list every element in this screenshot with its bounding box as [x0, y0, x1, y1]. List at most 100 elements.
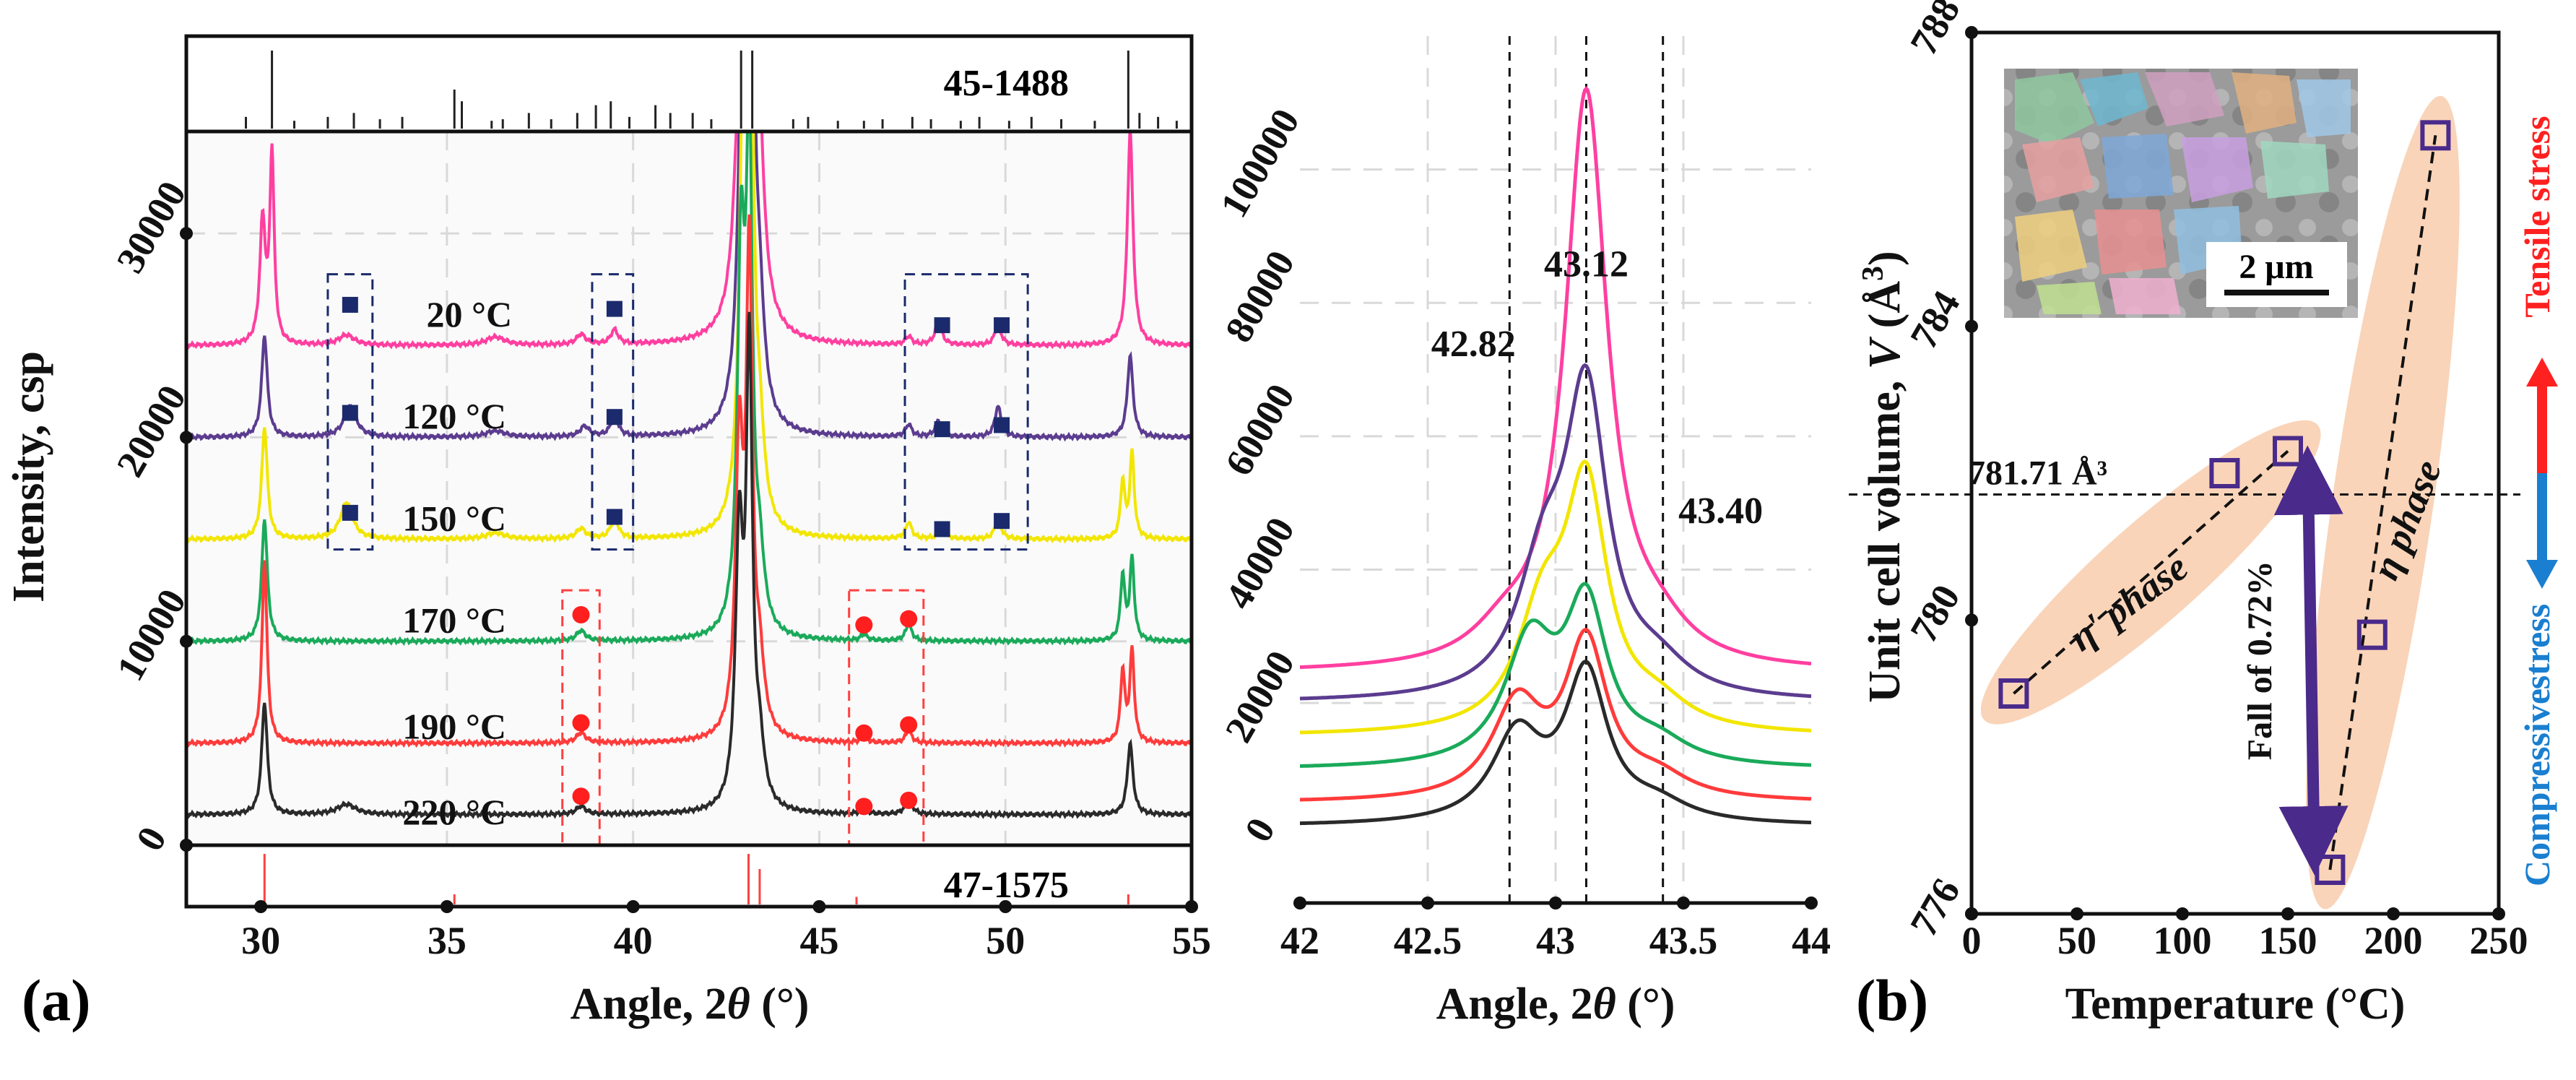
x-tick-dot [999, 900, 1012, 913]
temperature-label: 150 °C [402, 498, 506, 538]
x-tick-label: 42.5 [1394, 919, 1462, 962]
fall-arrow-label: Fall of 0.72% [2241, 561, 2279, 760]
phase-dot-marker [572, 606, 590, 624]
temperature-label: 170 °C [402, 600, 506, 640]
x-tick-label: 50 [2057, 919, 2096, 962]
x-tick-label: 100 [2154, 919, 2212, 962]
x-tick-dot [440, 900, 454, 913]
x-tick-label: 250 [2470, 919, 2528, 962]
dashed-box [326, 273, 374, 551]
x-tick-label: 30 [241, 919, 280, 962]
sem-inset-image: 2 μm [2004, 69, 2358, 318]
fall-arrow: Fall of 0.72% [2241, 445, 2349, 876]
volume-point [1998, 678, 2029, 709]
x-tick-dot [812, 900, 826, 913]
markers-a [342, 296, 1010, 816]
series-line-170C [186, 131, 1192, 647]
y-tick-label: 100000 [1212, 101, 1308, 224]
fall-arrow-line [2273, 445, 2349, 876]
y-tick-label: 788 [1901, 0, 1968, 62]
y-tick-label: 780 [1901, 577, 1968, 649]
zoom-series-line [1300, 363, 1811, 701]
phase-square-marker [342, 504, 358, 521]
series-line-20C [186, 131, 1192, 350]
peak-annotation: 42.82 [1431, 324, 1516, 365]
phase-square-marker [994, 513, 1010, 530]
phase-dot-marker [855, 798, 873, 816]
phase-square-marker [606, 509, 623, 525]
phase-dot-marker [855, 724, 873, 742]
phase-square-marker [606, 409, 623, 425]
temperature-label: 120 °C [402, 396, 506, 436]
panel-a-zoom: 43.12 42.82 43.40 42 42.5 43 43.5 44 0 20000 4000… [1212, 36, 1831, 1029]
y-tick-dot [180, 839, 193, 852]
zoom-series-line [1300, 628, 1811, 802]
x-tick-label: 200 [2364, 919, 2423, 962]
curves-zoom [1300, 86, 1811, 826]
stress-indicator: Tensile stress Compressive stress [2517, 116, 2558, 886]
reference-volume-line: 781.71 Å³ [1849, 454, 2520, 496]
y-tick-label: 10000 [108, 582, 194, 688]
dashed-box [561, 589, 601, 847]
phase-square-marker [934, 421, 950, 438]
phase-dot-marker [900, 791, 918, 809]
zoom-series-line [1300, 582, 1811, 768]
y-axis-label-a: Intensity, csp [4, 351, 53, 602]
y-tick-label: 20000 [108, 378, 194, 484]
volume-point [2356, 619, 2388, 650]
phase-dot-marker [900, 610, 918, 628]
temperature-label: 220 °C [402, 792, 506, 832]
x-axis-label-zoom: Angle, 2θ (°) [1436, 980, 1675, 1029]
y-tick-label: 0 [128, 819, 175, 857]
y-tick-label: 60000 [1217, 376, 1303, 483]
x-tick-label: 44 [1792, 919, 1831, 962]
phase-square-marker [934, 521, 950, 537]
zoom-series-line [1300, 660, 1811, 826]
y-axis-label-b: Unit cell volume, V (Å3) [1857, 251, 1909, 702]
x-tick-dot [254, 900, 268, 913]
x-tick-label: 40 [614, 919, 653, 962]
x-tick-label: 35 [428, 919, 467, 962]
x-tick-label: 45 [799, 919, 838, 962]
tensile-stress-label: Tensile stress [2517, 116, 2557, 317]
ref-bottom-lines [263, 854, 1129, 904]
curves-a [186, 131, 1192, 820]
y-tick-label: 784 [1901, 284, 1968, 356]
phase-ellipse [1980, 420, 2321, 725]
zoom-series-line [1300, 459, 1811, 735]
compressive-arrowhead [2526, 560, 2558, 589]
phase-square-marker [934, 317, 950, 334]
ref-bottom-label: 47-1575 [944, 865, 1069, 906]
y-tick-dot [180, 634, 193, 648]
panel-a-xrd: 45-1488 20 °C 120 °C 150 °C 170 °C 190 °C 220… [4, 34, 1211, 1033]
phase-square-marker [342, 296, 358, 313]
phase-square-marker [994, 417, 1010, 433]
phase-dot-marker [900, 716, 918, 734]
stress-label: stress [2517, 604, 2557, 690]
volume-point [2420, 120, 2451, 151]
temperature-labels-a: 20 °C 120 °C 150 °C 170 °C 190 °C 220 °C [402, 294, 512, 832]
panel-a-label: (a) [22, 967, 91, 1033]
temperature-label: 190 °C [402, 706, 506, 746]
x-tick-dot [626, 900, 640, 913]
dashed-box [591, 273, 635, 551]
phase-square-marker [994, 317, 1010, 334]
series-line-190C [186, 214, 1192, 748]
ref-top-lines [244, 51, 1178, 129]
y-tick-label: 40000 [1217, 510, 1303, 616]
series-line-220C [186, 311, 1192, 820]
x-tick-label: 50 [986, 919, 1025, 962]
y-tick-label: 20000 [1217, 644, 1303, 750]
y-tick-label: 80000 [1217, 243, 1303, 350]
peak-vlines [1508, 36, 1665, 903]
temperature-label: 20 °C [427, 294, 513, 334]
peak-annotations: 43.12 42.82 43.40 [1431, 243, 1763, 532]
scale-bar-label: 2 μm [2239, 248, 2313, 286]
scale-bar-box [2206, 242, 2347, 307]
x-tick-label: 55 [1172, 919, 1211, 962]
y-tick-label: 30000 [108, 174, 194, 280]
volume-points [1998, 120, 2451, 885]
ref-bottom-frame [184, 843, 1194, 909]
panel-b-label: (b) [1856, 967, 1928, 1033]
